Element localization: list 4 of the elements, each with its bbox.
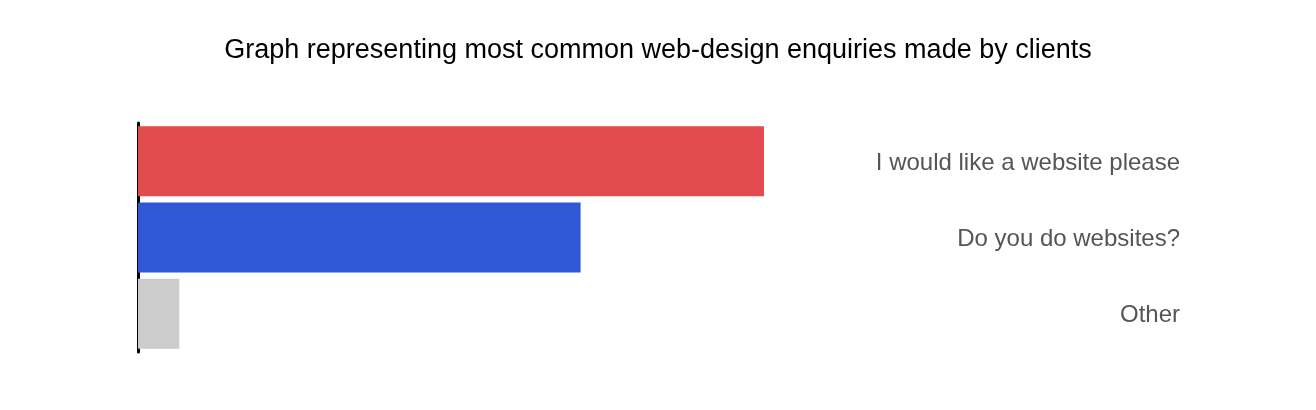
y-tick-label: Do you do websites?: [957, 224, 1180, 251]
y-tick-label: I would like a website please: [875, 147, 1180, 175]
y-tick-label: Other: [1119, 300, 1180, 328]
chart-title: Graph representing most common web-design enquiries made by clients: [224, 33, 1092, 64]
